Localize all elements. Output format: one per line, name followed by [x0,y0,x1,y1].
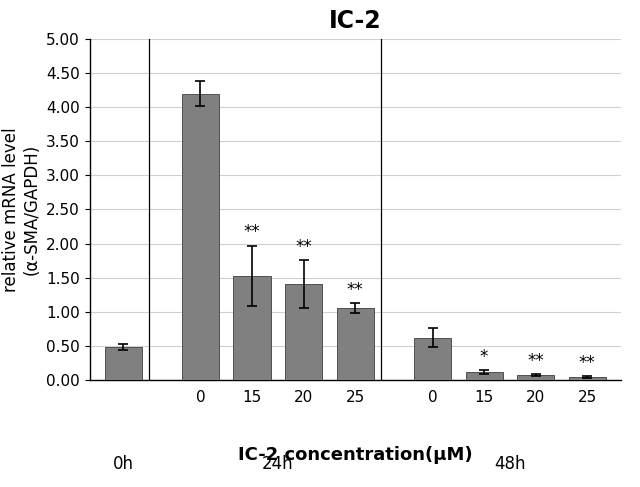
Title: IC-2: IC-2 [329,9,381,33]
Bar [569,377,606,380]
Text: **: ** [579,355,596,373]
Text: **: ** [244,224,260,242]
Y-axis label: relative mRNA level
(α-SMA/GAPDH): relative mRNA level (α-SMA/GAPDH) [2,127,40,292]
Text: *: * [480,348,488,366]
Bar [517,375,554,380]
Bar [285,284,322,380]
Bar [465,372,502,380]
Bar [104,347,141,380]
Bar [414,337,451,380]
Bar [182,94,219,380]
Text: 0h: 0h [113,455,134,473]
Text: **: ** [347,281,364,300]
Bar [337,308,374,380]
Text: **: ** [295,238,312,256]
Text: **: ** [527,352,544,370]
Bar [234,276,271,380]
Text: 48h: 48h [494,455,525,473]
X-axis label: IC-2 concentration(μM): IC-2 concentration(μM) [238,446,472,464]
Text: 24h: 24h [262,455,294,473]
